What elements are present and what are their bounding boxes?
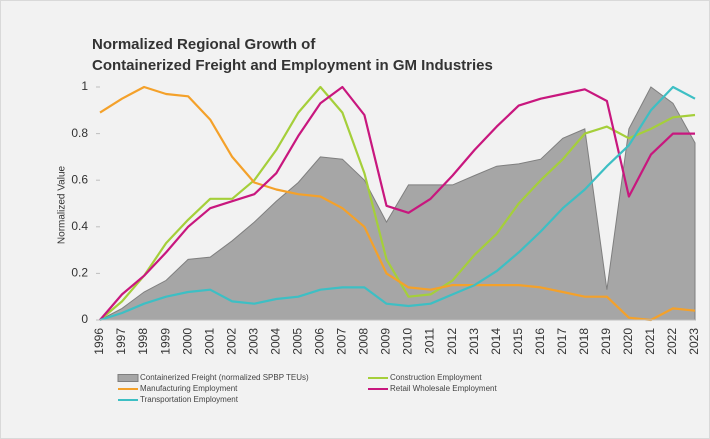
x-tick-label: 2002 (224, 328, 238, 355)
x-tick-label: 2013 (467, 328, 481, 355)
y-tick-label: 0.6 (71, 172, 88, 186)
x-tick-label: 1996 (92, 328, 106, 355)
x-tick-label: 2020 (621, 328, 635, 355)
y-tick-label: 0.4 (71, 219, 88, 233)
y-axis-label: Normalized Value (57, 165, 68, 244)
x-tick-label: 2019 (599, 328, 613, 355)
y-tick-label: 0.8 (71, 126, 88, 140)
legend-label: Containerized Freight (normalized SPBP T… (140, 373, 309, 382)
x-tick-label: 2012 (445, 328, 459, 355)
line (99, 85, 695, 321)
x-tick-label: 2000 (180, 328, 194, 355)
chart-title: Normalized Regional Growth of (92, 36, 316, 53)
x-tick-label: 2017 (555, 328, 569, 355)
x-tick-label: 2006 (313, 328, 327, 355)
area (99, 86, 696, 321)
legend-label: Transportation Employment (140, 395, 239, 404)
x-tick-label: 2010 (401, 328, 415, 355)
x-tick-label: 2004 (268, 328, 282, 355)
x-tick-label: 2016 (533, 328, 547, 355)
legend-label: Retail Wholesale Employment (390, 384, 497, 393)
x-tick-label: 2018 (577, 328, 591, 355)
x-tick-label: 1999 (158, 328, 172, 355)
x-tick-label: 2008 (357, 328, 371, 355)
x-tick-label: 2022 (665, 328, 679, 355)
x-tick-label: 2005 (291, 328, 305, 355)
legend-swatch (117, 374, 139, 382)
x-tick-label: 2009 (379, 328, 393, 355)
x-tick-label: 2007 (335, 328, 349, 355)
chart-title: Containerized Freight and Employment in … (92, 57, 493, 74)
line (99, 85, 696, 322)
x-tick-label: 2003 (246, 328, 260, 355)
line (99, 85, 696, 322)
y-tick-label: 0.2 (71, 266, 88, 280)
y-tick-label: 0 (81, 312, 88, 326)
legend-label: Construction Employment (390, 373, 482, 382)
x-tick-label: 2001 (202, 328, 216, 355)
line (99, 85, 696, 321)
x-tick-label: 1997 (114, 328, 128, 355)
x-tick-label: 1998 (136, 328, 150, 355)
x-tick-label: 2011 (423, 328, 437, 354)
x-tick-label: 2014 (489, 328, 503, 355)
x-tick-label: 2015 (511, 328, 525, 355)
x-tick-label: 2021 (643, 328, 657, 355)
y-tick-label: 1 (81, 79, 88, 93)
x-tick-label: 2023 (687, 328, 701, 355)
legend-label: Manufacturing Employment (140, 384, 238, 393)
